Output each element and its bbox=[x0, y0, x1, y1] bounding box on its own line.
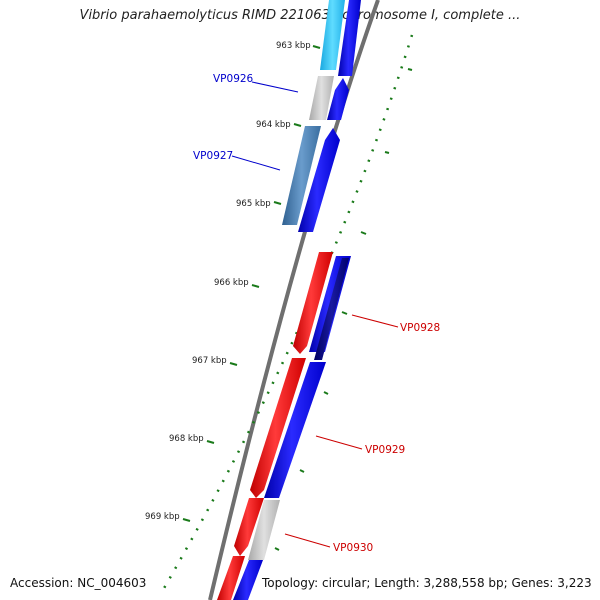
tick-mark bbox=[229, 362, 238, 366]
gene-vp0928-navy[interactable] bbox=[314, 258, 349, 360]
outer-dash bbox=[407, 68, 413, 71]
outer-dash bbox=[360, 231, 367, 235]
outer-dash bbox=[323, 391, 329, 395]
label-leader bbox=[315, 435, 363, 450]
gc-content-ring bbox=[161, 34, 414, 591]
gene-vp0927-steel[interactable] bbox=[282, 126, 321, 225]
chromosome-backbone bbox=[208, 0, 380, 600]
gene-vp0927-arrow[interactable] bbox=[298, 128, 340, 232]
gene-vp0930-red[interactable] bbox=[234, 498, 264, 556]
topology-label: Topology: circular; Length: 3,288,558 bp… bbox=[262, 576, 592, 590]
lower-features[interactable] bbox=[217, 252, 351, 600]
tick-label: 963 kbp bbox=[276, 41, 311, 51]
tick-label: 965 kbp bbox=[236, 199, 271, 209]
tick-mark bbox=[251, 284, 260, 288]
tick-label: 966 kbp bbox=[214, 278, 249, 288]
accession-label: Accession: NC_004603 bbox=[10, 576, 147, 590]
outer-dash bbox=[299, 469, 305, 473]
tick-mark bbox=[312, 45, 321, 49]
gene-vp0926-gray[interactable] bbox=[309, 76, 334, 120]
tick-mark bbox=[293, 123, 302, 127]
gene-label-vp0928[interactable]: VP0928 bbox=[400, 322, 440, 334]
gene-forward-arrow[interactable] bbox=[338, 0, 361, 76]
gene-label-vp0926[interactable]: VP0926 bbox=[213, 73, 254, 85]
gene-label-vp0930[interactable]: VP0930 bbox=[333, 542, 373, 554]
outer-dash-ring bbox=[274, 68, 413, 551]
tick-mark bbox=[206, 440, 215, 444]
label-leader bbox=[284, 533, 331, 548]
gene-vp0929-red[interactable] bbox=[250, 358, 306, 498]
tick-label: 967 kbp bbox=[192, 356, 227, 366]
gene-cyan-feature[interactable] bbox=[320, 0, 345, 70]
tick-mark bbox=[273, 201, 282, 205]
gene-red-lower[interactable] bbox=[217, 556, 245, 600]
gene-label-vp0927[interactable]: VP0927 bbox=[193, 150, 233, 162]
map-title: Vibrio parahaemolyticus RIMD 2210633 chr… bbox=[79, 8, 521, 23]
gene-label-vp0929[interactable]: VP0929 bbox=[365, 444, 405, 456]
tick-label: 969 kbp bbox=[145, 512, 180, 522]
tick-label: 968 kbp bbox=[169, 434, 204, 444]
gene-vp0930-gray[interactable] bbox=[248, 500, 280, 560]
label-leader bbox=[231, 155, 281, 171]
gene-vp0926-arrow[interactable] bbox=[327, 78, 349, 120]
gene-blue-lower[interactable] bbox=[233, 560, 263, 600]
outer-dash bbox=[384, 151, 390, 154]
gene-vp0929-blue[interactable] bbox=[264, 362, 326, 498]
outer-dash bbox=[341, 311, 348, 315]
tick-group: 963 kbp 964 kbp 965 kbp 966 kbp 967 kbp … bbox=[145, 41, 321, 522]
tick-label: 964 kbp bbox=[256, 120, 291, 130]
tick-mark bbox=[182, 518, 191, 522]
label-leader bbox=[251, 81, 299, 93]
outer-dash bbox=[274, 547, 280, 551]
forward-features[interactable] bbox=[282, 0, 361, 232]
gene-vp0928-red[interactable] bbox=[293, 252, 333, 354]
label-leader bbox=[351, 314, 399, 328]
